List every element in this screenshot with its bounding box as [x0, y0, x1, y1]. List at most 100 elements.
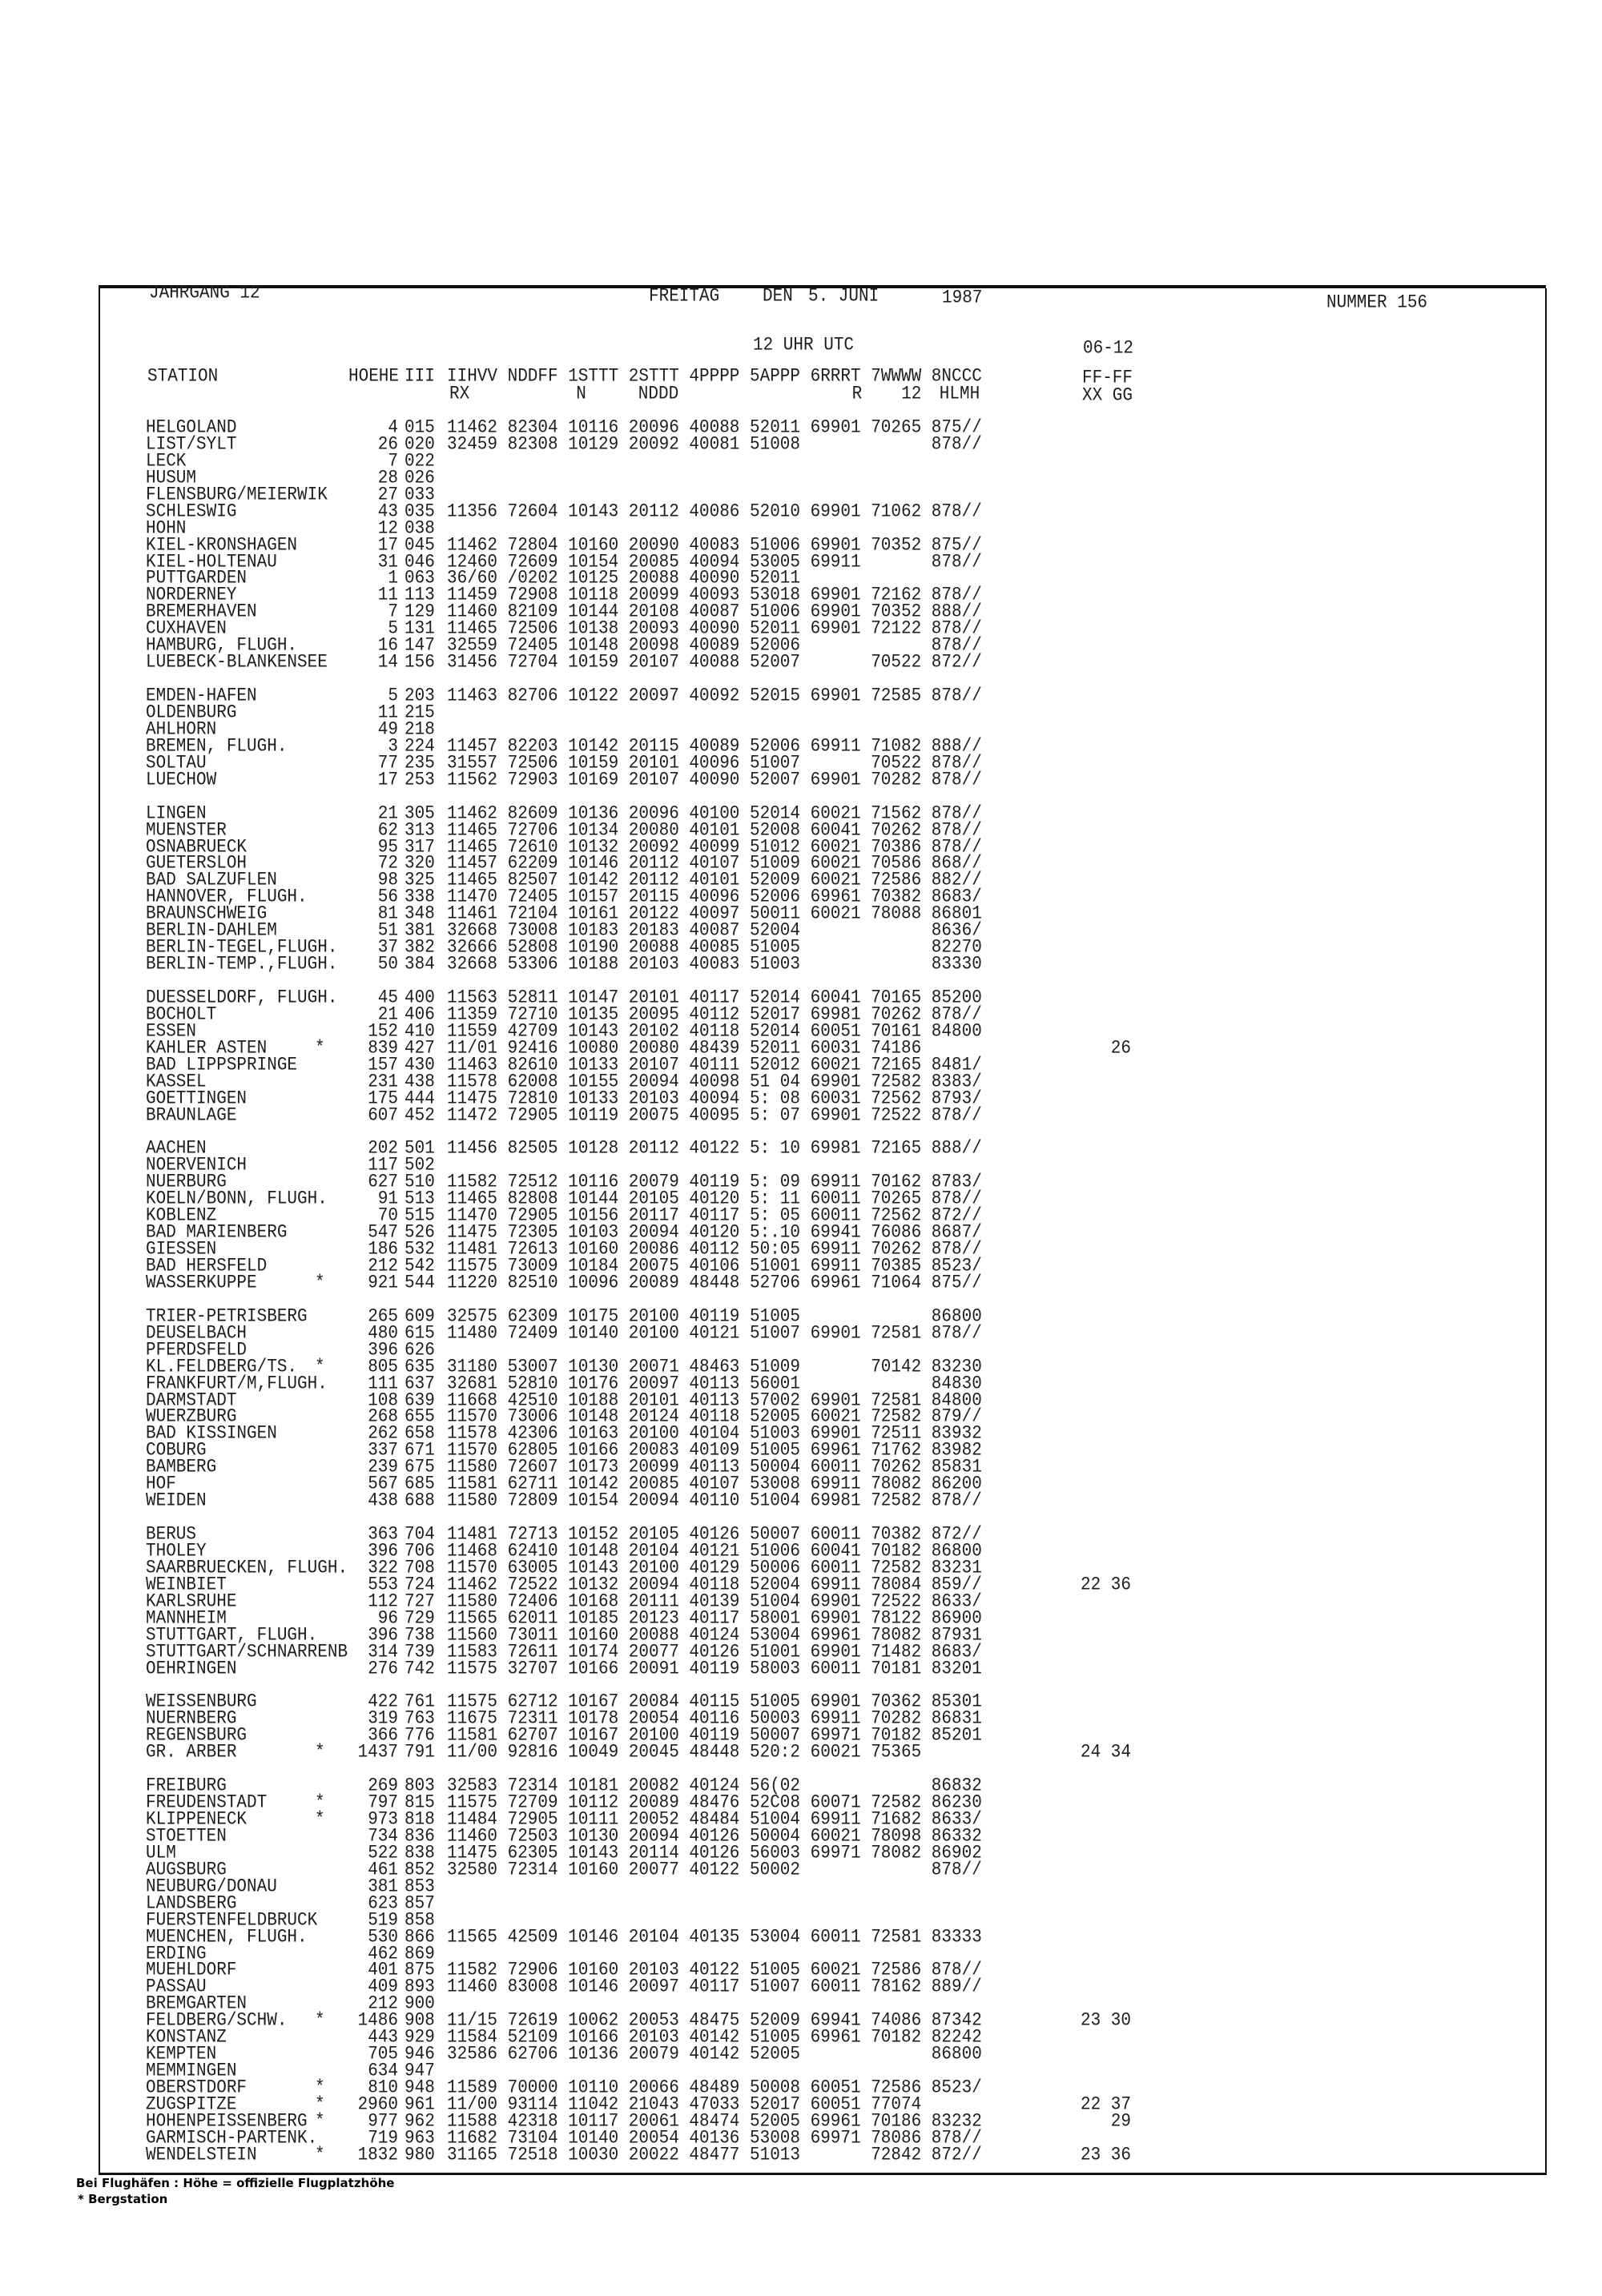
code-group-2sttt: 20094: [628, 1222, 679, 1244]
code-group-6rrrt: 60021: [810, 1960, 861, 1981]
station-name: HUSUM: [146, 468, 197, 489]
code-group-2sttt: 20052: [628, 1809, 679, 1831]
code-group-iihvv: 11472: [447, 1105, 498, 1126]
code-group-8nccc: 878//: [931, 552, 982, 573]
code-group-nddff: 82507: [507, 870, 558, 891]
station-name: WEINBIET: [146, 1574, 227, 1596]
code-group-8nccc: 8481/: [931, 1055, 982, 1076]
code-group-6rrrt: 60021: [810, 1826, 861, 1848]
code-group-4pppp: 40093: [689, 585, 740, 606]
code-group-1sttt: 10166: [568, 1659, 619, 1679]
code-group-iihvv: 11581: [447, 1474, 498, 1495]
code-group-7wwww: 70522: [871, 753, 922, 774]
code-group-1sttt: 10136: [568, 2044, 619, 2065]
code-group-iihvv: 32668: [447, 954, 498, 975]
code-group-2sttt: 20107: [628, 1055, 679, 1076]
code-group-5appp: 52010: [750, 501, 801, 523]
code-group-1sttt: 10143: [568, 1021, 619, 1043]
station-index: 838: [405, 1843, 435, 1864]
station-name: GR. ARBER: [146, 1742, 237, 1763]
code-group-5appp: 51006: [750, 1541, 801, 1562]
code-group-7wwww: 70265: [871, 417, 922, 439]
code-group-nddff: 72314: [507, 1860, 558, 1881]
station-name: FREUDENSTADT: [146, 1792, 268, 1814]
code-group-6rrrt: 60011: [810, 1205, 861, 1227]
station-name: BERUS: [146, 1524, 197, 1546]
code-group-nddff: 72809: [507, 1490, 558, 1512]
code-group-iihvv: 32586: [447, 2044, 498, 2065]
code-group-4pppp: 40109: [689, 1440, 740, 1462]
station-height: 11: [377, 585, 398, 606]
code-group-1sttt: 10128: [568, 1139, 619, 1160]
code-group-iihvv: 11578: [447, 1072, 498, 1093]
code-group-6rrrt: 60041: [810, 987, 861, 1009]
station-index: 708: [405, 1558, 435, 1579]
code-group-1sttt: 10185: [568, 1608, 619, 1630]
mountain-station-marker: *: [315, 2094, 325, 2116]
code-group-4pppp: 48475: [689, 2010, 740, 2032]
code-group-8nccc: 83201: [931, 1659, 982, 1679]
code-group-iihvv: 11460: [447, 1826, 498, 1848]
code-group-nddff: 82308: [507, 434, 558, 456]
code-group-4pppp: 40094: [689, 552, 740, 573]
code-group-8nccc: 878//: [931, 686, 982, 707]
code-group-8nccc: 878//: [931, 434, 982, 456]
station-index: 325: [405, 870, 435, 891]
column-header-code: 2STTT: [628, 366, 679, 388]
station-index: 858: [405, 1910, 435, 1932]
code-group-nddff: 72804: [507, 535, 558, 556]
code-group-nddff: 72905: [507, 1105, 558, 1126]
code-group-6rrrt: 69901: [810, 417, 861, 439]
code-group-7wwww: 78086: [871, 2128, 922, 2149]
code-group-1sttt: 10144: [568, 1188, 619, 1210]
station-name: KLIPPENECK: [146, 1809, 248, 1831]
code-group-7wwww: 72162: [871, 585, 922, 606]
station-name: NUERNBERG: [146, 1708, 237, 1730]
code-group-8nccc: 872//: [931, 1205, 982, 1227]
code-group-2sttt: 20080: [628, 820, 679, 841]
station-name: BAD MARIENBERG: [146, 1222, 288, 1244]
station-index: 727: [405, 1591, 435, 1613]
station-index: 900: [405, 1993, 435, 2015]
station-height: 396: [368, 1340, 398, 1361]
station-height: 276: [368, 1659, 398, 1679]
code-group-7wwww: 78082: [871, 1625, 922, 1647]
code-group-iihvv: 11589: [447, 2077, 498, 2099]
code-group-2sttt: 20090: [628, 535, 679, 556]
code-group-6rrrt: 69901: [810, 770, 861, 791]
station-name: ESSEN: [146, 1021, 197, 1043]
code-group-2sttt: 20124: [628, 1407, 679, 1428]
code-group-iihvv: 11463: [447, 1055, 498, 1076]
code-group-nddff: 62707: [507, 1725, 558, 1747]
code-group-6rrrt: 60011: [810, 1524, 861, 1546]
code-group-1sttt: 10132: [568, 837, 619, 858]
code-group-iihvv: 11462: [447, 1574, 498, 1596]
station-height: 62: [377, 820, 398, 841]
code-group-7wwww: 72585: [871, 686, 922, 707]
code-group-7wwww: 72582: [871, 1490, 922, 1512]
code-group-8nccc: 83330: [931, 954, 982, 975]
code-group-5appp: 51004: [750, 1809, 801, 1831]
code-group-7wwww: 70162: [871, 1172, 922, 1193]
code-group-iihvv: 11356: [447, 501, 498, 523]
station-index: 156: [405, 652, 435, 674]
code-group-2sttt: 20077: [628, 1642, 679, 1663]
code-group-1sttt: 10144: [568, 601, 619, 623]
column-subheader-code: R: [851, 384, 863, 405]
code-group-4pppp: 40121: [689, 1541, 740, 1562]
code-group-2sttt: 20107: [628, 652, 679, 674]
code-group-nddff: 52808: [507, 937, 558, 959]
station-height: 401: [368, 1960, 398, 1981]
mountain-station-marker: *: [315, 1792, 325, 1814]
code-group-8nccc: 875//: [931, 1273, 982, 1294]
code-group-2sttt: 20095: [628, 1004, 679, 1026]
wind-gust-value: 22 36: [1080, 1574, 1131, 1596]
code-group-7wwww: 78088: [871, 903, 922, 925]
code-group-nddff: 73104: [507, 2128, 558, 2149]
code-group-4pppp: 40095: [689, 1105, 740, 1126]
code-group-6rrrt: 69901: [810, 535, 861, 556]
station-height: 461: [368, 1860, 398, 1881]
station-name: KEMPTEN: [146, 2044, 217, 2065]
code-group-nddff: 62309: [507, 1306, 558, 1328]
code-group-iihvv: 11/00: [447, 1742, 498, 1763]
